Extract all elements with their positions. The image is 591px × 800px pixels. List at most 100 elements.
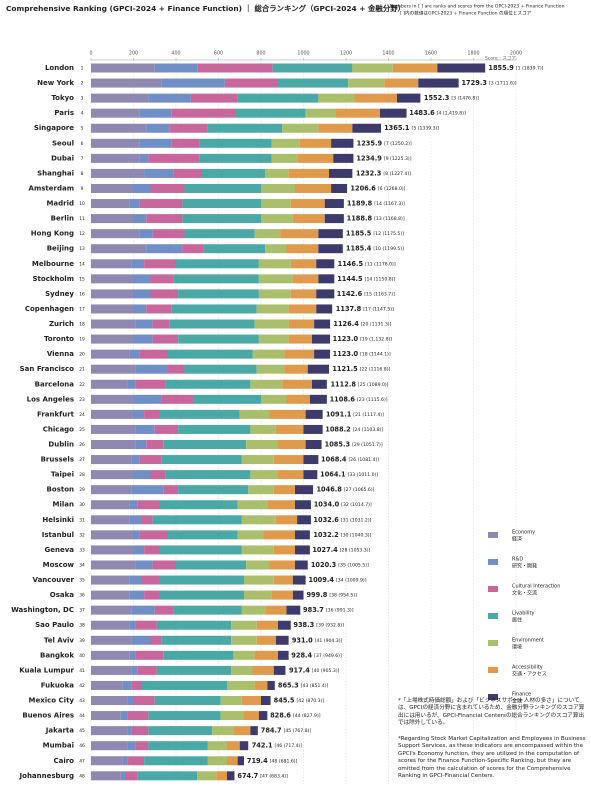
bar-segment [91,726,128,736]
bar-segment [127,756,145,766]
bar-segment [305,409,323,419]
bar-segment [199,153,272,163]
bar-segment [418,78,459,88]
bar-segment [167,349,253,359]
bar-segment [312,379,327,389]
bar-segment [333,153,354,163]
previous-label: [12 (1175.5)] [373,231,404,237]
bar-segment [137,771,198,781]
bar-segment [131,259,145,269]
previous-label: [46 (717.4)] [275,743,303,749]
bar-segment [91,650,130,660]
rank-label: 48 [79,773,85,779]
bar-segment [165,379,251,389]
category-label: Buenos Aires [22,712,74,720]
bar-segment [292,274,319,284]
bar-segment [159,575,244,585]
bar-segment [265,244,287,254]
category-label: Jakarta [45,727,75,735]
bar-segment [91,199,130,209]
rank-label: 8 [81,171,84,177]
bar-segment [178,424,251,434]
legend-label: 経済 [512,536,522,543]
bar-segment [91,575,130,585]
legend-label: Accessibility [512,665,543,671]
total-label: 845.5 [274,697,295,705]
bar-segment [324,214,344,224]
bar-segment [91,229,140,239]
total-label: 1123.0 [333,350,359,358]
category-label: Amsterdam [29,184,74,192]
category-label: Kuala Lumpur [19,666,74,674]
rank-label: 24 [79,412,85,418]
bar-segment [256,635,276,645]
total-label: 784.7 [261,727,282,735]
rank-label: 42 [79,683,85,689]
rank-label: 22 [79,382,85,388]
bar-segment [129,349,140,359]
legend-label: 環境 [512,644,522,651]
bar-segment [133,530,140,540]
total-label: 1144.5 [337,275,363,283]
bar-segment [146,123,170,133]
previous-label: [1 (1839.7)] [516,66,544,72]
category-label: Helsinki [42,516,74,524]
category-label: Vienna [47,350,74,358]
bar-segment [150,289,179,299]
bar-segment [91,741,128,751]
bar-segment [133,470,151,480]
bar-segment [91,680,123,690]
total-label: 719.4 [247,757,268,765]
bar-segment [91,620,130,630]
total-label: 674.7 [237,772,258,780]
bar-segment [133,334,153,344]
bar-segment [148,726,213,736]
previous-label: [15 (1163.7)] [364,291,395,297]
bar-segment [184,364,257,374]
bar-segment [91,274,134,284]
category-label: Singapore [34,124,74,132]
category-label: Shanghai [37,169,74,177]
x-tick-label: 600 [214,51,223,57]
rank-label: 28 [79,472,85,478]
bar-segment [161,394,193,404]
bar-segment [295,530,310,540]
bar-segment [91,379,128,389]
total-label: 1855.9 [488,64,514,72]
total-label: 1091.1 [326,410,352,418]
total-label: 1232.3 [356,169,382,177]
bar-segment [91,394,134,404]
previous-label: [38 (954.5)] [329,593,357,599]
previous-label: [10 (1199.5)] [373,246,404,252]
total-label: 865.3 [278,681,299,689]
previous-label: [32 (1014.7)] [341,502,372,508]
rank-label: 19 [79,337,85,343]
bar-segment [91,424,136,434]
rank-label: 36 [79,593,85,599]
category-label: Frankfurt [37,410,75,418]
bar-segment [91,244,147,254]
bar-segment [135,620,157,630]
bar-segment [250,470,278,480]
bar-segment [297,153,334,163]
previous-label: [9 (1225.3)] [384,156,412,162]
bar-segment [178,485,249,495]
total-label: 1188.8 [347,215,373,223]
bar-segment [216,771,227,781]
bar-segment [278,440,306,449]
bar-segment [278,650,289,660]
bar-segment [286,605,301,615]
bar-segment [318,123,353,133]
bar-segment [258,289,291,299]
previous-label: [41 (904.3)] [315,638,343,644]
bar-segment [309,394,327,404]
x-tick-label: 1400 [382,51,394,57]
bar-segment [292,214,325,224]
bar-segment [129,620,136,630]
rank-label: 45 [79,728,85,734]
bar-segment [278,620,291,630]
bar-segment [203,244,266,254]
total-label: 1121.5 [332,365,358,373]
legend-label: 文化・交流 [512,590,537,597]
category-label: Hong Kong [31,230,74,238]
